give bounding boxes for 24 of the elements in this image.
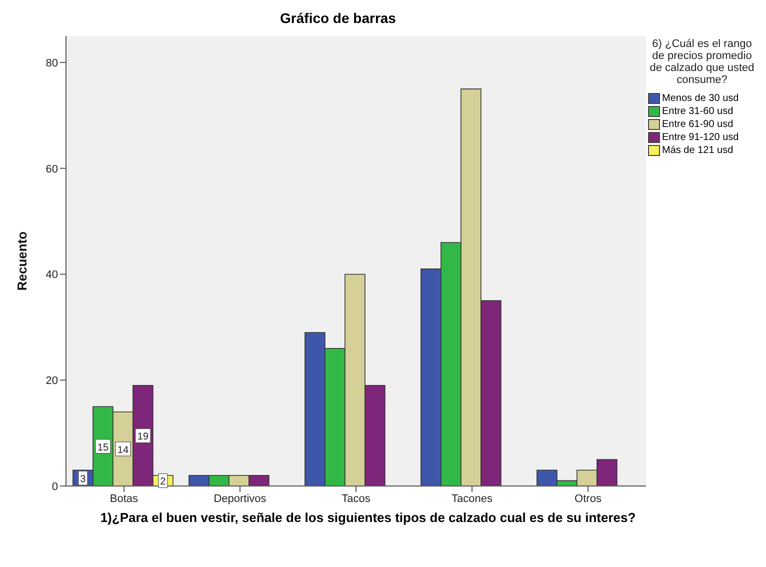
chart-title: Gráfico de barras: [279, 10, 397, 26]
x-tick-label: Deportivos: [214, 492, 267, 505]
x-tick-label: Otros: [574, 492, 602, 505]
legend-title: 6) ¿Cuál es el rango de precios promedio de calzado que usted consume?: [648, 38, 756, 86]
y-tick-label: 80: [46, 57, 58, 70]
legend-label: Entre 61-90 usd: [662, 118, 734, 131]
legend-label: Más de 121 usd: [662, 144, 734, 157]
y-tick-label: 40: [46, 269, 58, 282]
data-label: 19: [137, 432, 149, 443]
x-tick-label: Tacos: [342, 492, 371, 505]
x-tick-label: Tacones: [452, 492, 493, 505]
data-label: 15: [97, 442, 109, 454]
x-tick-label: Botas: [110, 492, 139, 505]
data-label: 14: [117, 444, 129, 456]
y-tick-label: 60: [46, 163, 58, 176]
y-tick-label: 0: [52, 480, 58, 493]
legend-label: Entre 31-60 usd: [662, 105, 734, 118]
data-label: 2: [160, 476, 166, 488]
data-label: 3: [80, 474, 86, 486]
y-axis-title: Recuento: [14, 231, 30, 291]
legend-label: Entre 91-120 usd: [662, 131, 739, 144]
x-axis-title: 1)¿Para el buen vestir, señale de los siguientes tipos de calzado cual es de su interes?: [99, 510, 637, 525]
legend-label: Menos de 30 usd: [662, 92, 739, 105]
y-tick-label: 20: [46, 375, 58, 388]
